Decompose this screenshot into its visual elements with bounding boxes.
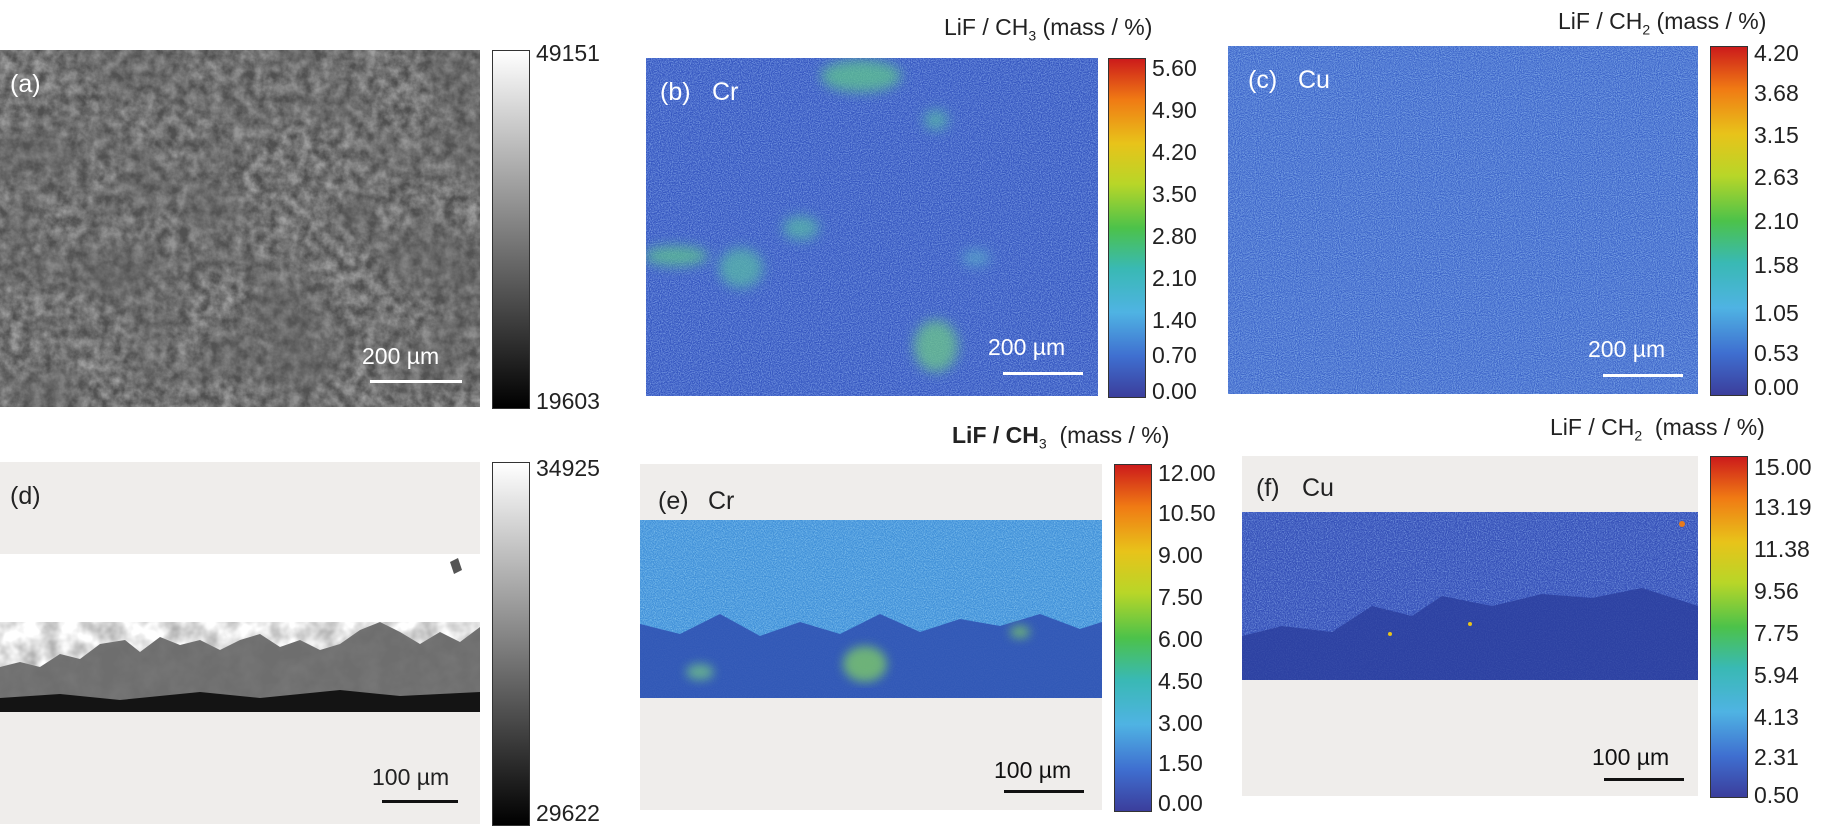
colorbar-tick-b-6: 1.40 [1152,307,1197,333]
colorbar-tick-f-7: 2.31 [1754,744,1799,770]
colorbar-tick-c-2: 3.15 [1754,122,1799,148]
sem-image-d [0,462,480,824]
colorbar-tick-f-4: 7.75 [1754,620,1799,646]
colorbar-e [1114,464,1152,812]
units-unit-b: (mass / %) [1042,14,1153,40]
panel-label-c: (c) [1248,66,1278,94]
colorbar-tick-b-1: 4.90 [1152,97,1197,123]
colorbar-tick-f-5: 5.94 [1754,662,1799,688]
colorbar-f [1710,456,1748,798]
units-label-b: LiF / CH3 (mass / %) [944,14,1152,44]
colorbar-tick-b-2: 4.20 [1152,139,1197,165]
units-ratio-c: LiF / CH [1558,8,1643,34]
colorbar-tick-e-1: 10.50 [1158,500,1216,526]
colorbar-tick-e-3: 7.50 [1158,584,1203,610]
colorbar-tick-b-5: 2.10 [1152,265,1197,291]
colorbar-tick-b-4: 2.80 [1152,223,1197,249]
colorbar-c [1710,46,1748,396]
units-sub-b: 3 [1028,27,1037,44]
units-sub-e: 3 [1038,435,1047,452]
units-unit-e: (mass / %) [1059,422,1170,448]
scalebar-text-e: 100 µm [994,757,1072,783]
colorbar-tick-c-4: 2.10 [1754,208,1799,234]
colorbar-tick-e-8: 0.00 [1158,790,1203,816]
colorbar-tick-b-8: 0.00 [1152,378,1197,404]
units-label-e: LiF / CH3 (mass / %) [952,422,1169,452]
colorbar-min-a: 19603 [536,388,600,414]
colorbar-tick-f-6: 4.13 [1754,704,1799,730]
colorbar-tick-c-6: 1.05 [1754,300,1799,326]
colorbar-tick-b-3: 3.50 [1152,181,1197,207]
units-label-f: LiF / CH2 (mass / %) [1550,414,1765,444]
units-ratio-f: LiF / CH [1550,414,1635,440]
units-sub-c: 2 [1642,21,1651,38]
panel-label-e: (e) [658,487,689,515]
colorbar-b [1108,58,1146,398]
colorbar-a [492,50,530,409]
scalebar-f [1604,778,1684,781]
colorbar-tick-e-6: 3.00 [1158,710,1203,736]
sem-image-a [0,50,480,407]
colorbar-max-d: 34925 [536,455,600,481]
colorbar-d [492,462,530,826]
units-ratio-b: LiF / CH [944,14,1029,40]
colorbar-tick-c-8: 0.00 [1754,374,1799,400]
scalebar-a [370,380,462,383]
element-label-c: Cu [1298,66,1330,94]
units-unit-f: (mass / %) [1654,414,1765,440]
scalebar-d [382,800,458,803]
colorbar-tick-e-4: 6.00 [1158,626,1203,652]
colorbar-tick-c-3: 2.63 [1754,164,1799,190]
element-label-b: Cr [712,78,739,106]
panel-label-d: (d) [10,482,41,510]
colorbar-max-a: 49151 [536,40,600,66]
colorbar-tick-c-5: 1.58 [1754,252,1799,278]
colorbar-tick-c-1: 3.68 [1754,80,1799,106]
colorbar-tick-e-5: 4.50 [1158,668,1203,694]
map-image-f [1242,456,1698,796]
scalebar-b [1003,372,1083,375]
units-sub-f: 2 [1634,427,1643,444]
colorbar-tick-e-7: 1.50 [1158,750,1203,776]
panel-label-f: (f) [1256,474,1280,502]
colorbar-tick-f-2: 11.38 [1754,536,1810,562]
scalebar-text-b: 200 µm [988,334,1066,360]
scalebar-text-f: 100 µm [1592,744,1670,770]
colorbar-tick-f-8: 0.50 [1754,782,1799,808]
colorbar-tick-f-3: 9.56 [1754,578,1799,604]
panel-label-b: (b) [660,78,691,106]
map-image-e [640,464,1102,810]
colorbar-min-d: 29622 [536,800,600,826]
colorbar-tick-f-1: 13.19 [1754,494,1812,520]
scalebar-e [1004,790,1084,793]
scalebar-text-c: 200 µm [1588,336,1666,362]
map-image-c [1228,46,1698,394]
scalebar-text-d: 100 µm [372,764,450,790]
panel-label-a: (a) [10,70,41,98]
colorbar-tick-c-0: 4.20 [1754,40,1799,66]
units-unit-c: (mass / %) [1656,8,1767,34]
units-ratio-e: LiF / CH [952,422,1039,448]
colorbar-tick-b-0: 5.60 [1152,55,1197,81]
colorbar-tick-e-2: 9.00 [1158,542,1203,568]
colorbar-tick-f-0: 15.00 [1754,454,1812,480]
element-label-f: Cu [1302,474,1334,502]
element-label-e: Cr [708,487,735,515]
colorbar-tick-b-7: 0.70 [1152,342,1197,368]
units-label-c: LiF / CH2 (mass / %) [1558,8,1766,38]
scalebar-text-a: 200 µm [362,343,440,369]
map-image-b [646,58,1098,396]
colorbar-tick-c-7: 0.53 [1754,340,1799,366]
colorbar-tick-e-0: 12.00 [1158,460,1216,486]
scalebar-c [1603,374,1683,377]
